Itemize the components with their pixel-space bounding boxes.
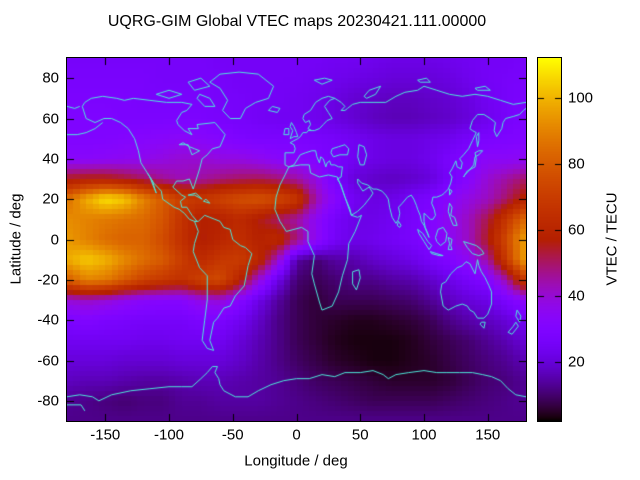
plot-title: UQRG-GIM Global VTEC maps 20230421.111.0…: [107, 13, 487, 30]
colorbar-tick-label: 80: [568, 155, 585, 173]
y-tick-label: 60: [42, 110, 59, 127]
y-tick-label: -20: [37, 271, 59, 289]
y-tick-label: -80: [37, 392, 59, 410]
colorbar-tick-label: 100: [568, 89, 594, 107]
y-tick-label: 0: [50, 231, 59, 248]
map-plot-area: [66, 57, 527, 422]
y-tick-label: 20: [42, 190, 59, 208]
x-tick-label: 50: [351, 426, 369, 444]
colorbar-label: VTEC / TECU: [603, 192, 621, 286]
y-tick-label: -40: [37, 311, 59, 329]
colorbar-tick-label: 20: [568, 353, 585, 371]
colorbar-tick-label: 60: [568, 221, 585, 239]
colorbar-tick-label: 40: [568, 287, 585, 305]
y-axis-label: Latitude / deg: [7, 193, 25, 285]
x-tick-label: 0: [292, 426, 301, 444]
x-tick-label: -50: [221, 426, 244, 444]
y-tick-label: 40: [42, 150, 59, 168]
x-tick-label: -150: [90, 426, 121, 444]
y-tick-label: 80: [42, 69, 59, 87]
y-tick-label: -60: [37, 352, 59, 369]
x-tick-label: -100: [153, 426, 185, 444]
colorbar: [537, 57, 562, 422]
vtec-heatmap-canvas: [67, 58, 526, 421]
x-tick-label: 150: [475, 426, 501, 444]
colorbar-gradient-canvas: [538, 58, 561, 421]
x-tick-label: 100: [411, 426, 437, 444]
x-axis-label: Longitude / deg: [244, 452, 348, 470]
